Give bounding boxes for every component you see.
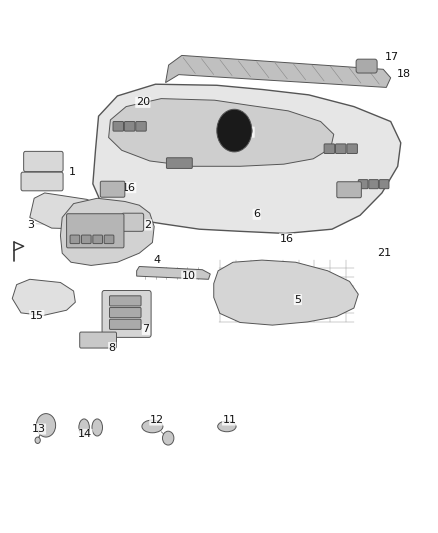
Text: 20: 20 — [136, 98, 150, 107]
Polygon shape — [93, 84, 401, 233]
Text: 2: 2 — [145, 220, 152, 230]
FancyBboxPatch shape — [136, 122, 146, 131]
Text: 19: 19 — [240, 127, 254, 137]
FancyBboxPatch shape — [166, 158, 192, 168]
Text: 15: 15 — [30, 311, 44, 320]
Polygon shape — [109, 99, 334, 166]
FancyBboxPatch shape — [24, 151, 63, 172]
FancyBboxPatch shape — [124, 122, 135, 131]
FancyBboxPatch shape — [379, 180, 389, 189]
Text: 11: 11 — [223, 415, 237, 425]
FancyBboxPatch shape — [93, 235, 102, 244]
Text: 16: 16 — [279, 234, 293, 244]
FancyBboxPatch shape — [110, 308, 141, 318]
FancyBboxPatch shape — [356, 59, 377, 73]
FancyBboxPatch shape — [102, 290, 151, 337]
Ellipse shape — [142, 420, 163, 433]
Circle shape — [36, 414, 56, 437]
Polygon shape — [166, 55, 391, 87]
FancyBboxPatch shape — [336, 144, 346, 154]
Polygon shape — [214, 260, 358, 325]
FancyBboxPatch shape — [70, 235, 80, 244]
Text: 3: 3 — [27, 220, 34, 230]
FancyBboxPatch shape — [122, 213, 144, 231]
FancyBboxPatch shape — [113, 122, 124, 131]
Circle shape — [162, 431, 174, 445]
Text: 17: 17 — [385, 52, 399, 62]
Ellipse shape — [79, 419, 89, 436]
Text: 8: 8 — [109, 343, 116, 352]
FancyBboxPatch shape — [81, 235, 91, 244]
FancyBboxPatch shape — [100, 181, 125, 197]
Text: 6: 6 — [253, 209, 260, 219]
FancyBboxPatch shape — [337, 182, 361, 198]
Text: 7: 7 — [142, 325, 149, 334]
FancyBboxPatch shape — [67, 214, 124, 248]
Text: 12: 12 — [150, 415, 164, 425]
FancyBboxPatch shape — [324, 144, 335, 154]
Text: 18: 18 — [396, 69, 410, 78]
Ellipse shape — [92, 419, 102, 436]
Circle shape — [35, 437, 40, 443]
Text: 16: 16 — [122, 183, 136, 192]
Polygon shape — [60, 198, 154, 265]
Text: 14: 14 — [78, 430, 92, 439]
FancyBboxPatch shape — [110, 296, 141, 306]
Text: 4: 4 — [153, 255, 160, 265]
Text: 21: 21 — [378, 248, 392, 258]
FancyBboxPatch shape — [358, 180, 368, 189]
FancyBboxPatch shape — [110, 319, 141, 329]
Circle shape — [217, 109, 252, 152]
Ellipse shape — [218, 421, 236, 432]
Polygon shape — [30, 193, 113, 229]
FancyBboxPatch shape — [21, 172, 63, 191]
Text: 10: 10 — [182, 271, 196, 281]
FancyBboxPatch shape — [80, 332, 117, 348]
Text: 1: 1 — [69, 167, 76, 176]
Text: 13: 13 — [32, 424, 46, 434]
Polygon shape — [137, 266, 210, 279]
Polygon shape — [12, 279, 75, 316]
Text: 5: 5 — [294, 295, 301, 304]
FancyBboxPatch shape — [369, 180, 378, 189]
FancyBboxPatch shape — [104, 235, 114, 244]
FancyBboxPatch shape — [347, 144, 357, 154]
